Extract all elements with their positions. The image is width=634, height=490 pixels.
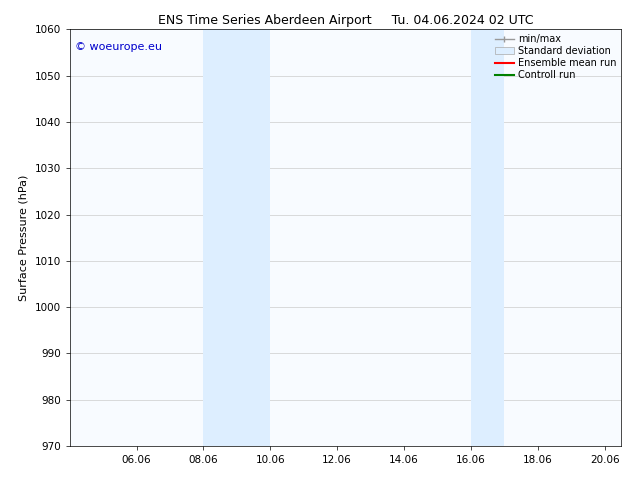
Y-axis label: Surface Pressure (hPa): Surface Pressure (hPa)	[19, 174, 29, 301]
Bar	[471, 29, 504, 446]
Title: ENS Time Series Aberdeen Airport     Tu. 04.06.2024 02 UTC: ENS Time Series Aberdeen Airport Tu. 04.…	[158, 14, 533, 27]
Legend: min/max, Standard deviation, Ensemble mean run, Controll run: min/max, Standard deviation, Ensemble me…	[493, 32, 618, 82]
Bar	[204, 29, 270, 446]
Text: © woeurope.eu: © woeurope.eu	[75, 42, 162, 52]
